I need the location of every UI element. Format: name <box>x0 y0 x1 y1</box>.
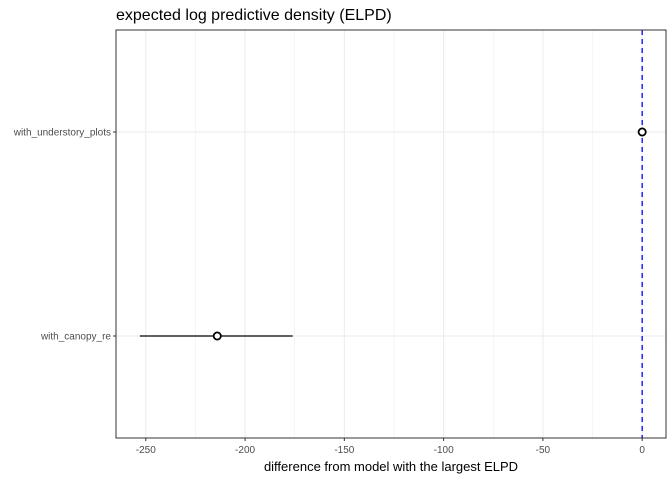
point-marker <box>637 127 647 137</box>
chart-title: expected log predictive density (ELPD) <box>116 7 392 24</box>
y-axis: with_understory_plots with_canopy_re <box>13 128 116 343</box>
y-tick-label: with_canopy_re <box>40 332 111 343</box>
x-tick-label: -150 <box>334 445 354 456</box>
x-axis-title: difference from model with the largest E… <box>264 459 518 474</box>
x-tick-label: -200 <box>235 445 255 456</box>
x-tick-label: -250 <box>136 445 156 456</box>
data-marks <box>139 127 647 341</box>
y-tick-label: with_understory_plots <box>13 128 111 139</box>
x-axis: -250 -200 -150 -100 -50 0 <box>136 438 645 456</box>
grid-lines <box>116 30 666 438</box>
panel-border <box>115 29 667 439</box>
x-tick-label: -100 <box>434 445 454 456</box>
x-tick-label: -50 <box>536 445 551 456</box>
point-marker <box>212 331 222 341</box>
x-tick-label: 0 <box>639 445 645 456</box>
